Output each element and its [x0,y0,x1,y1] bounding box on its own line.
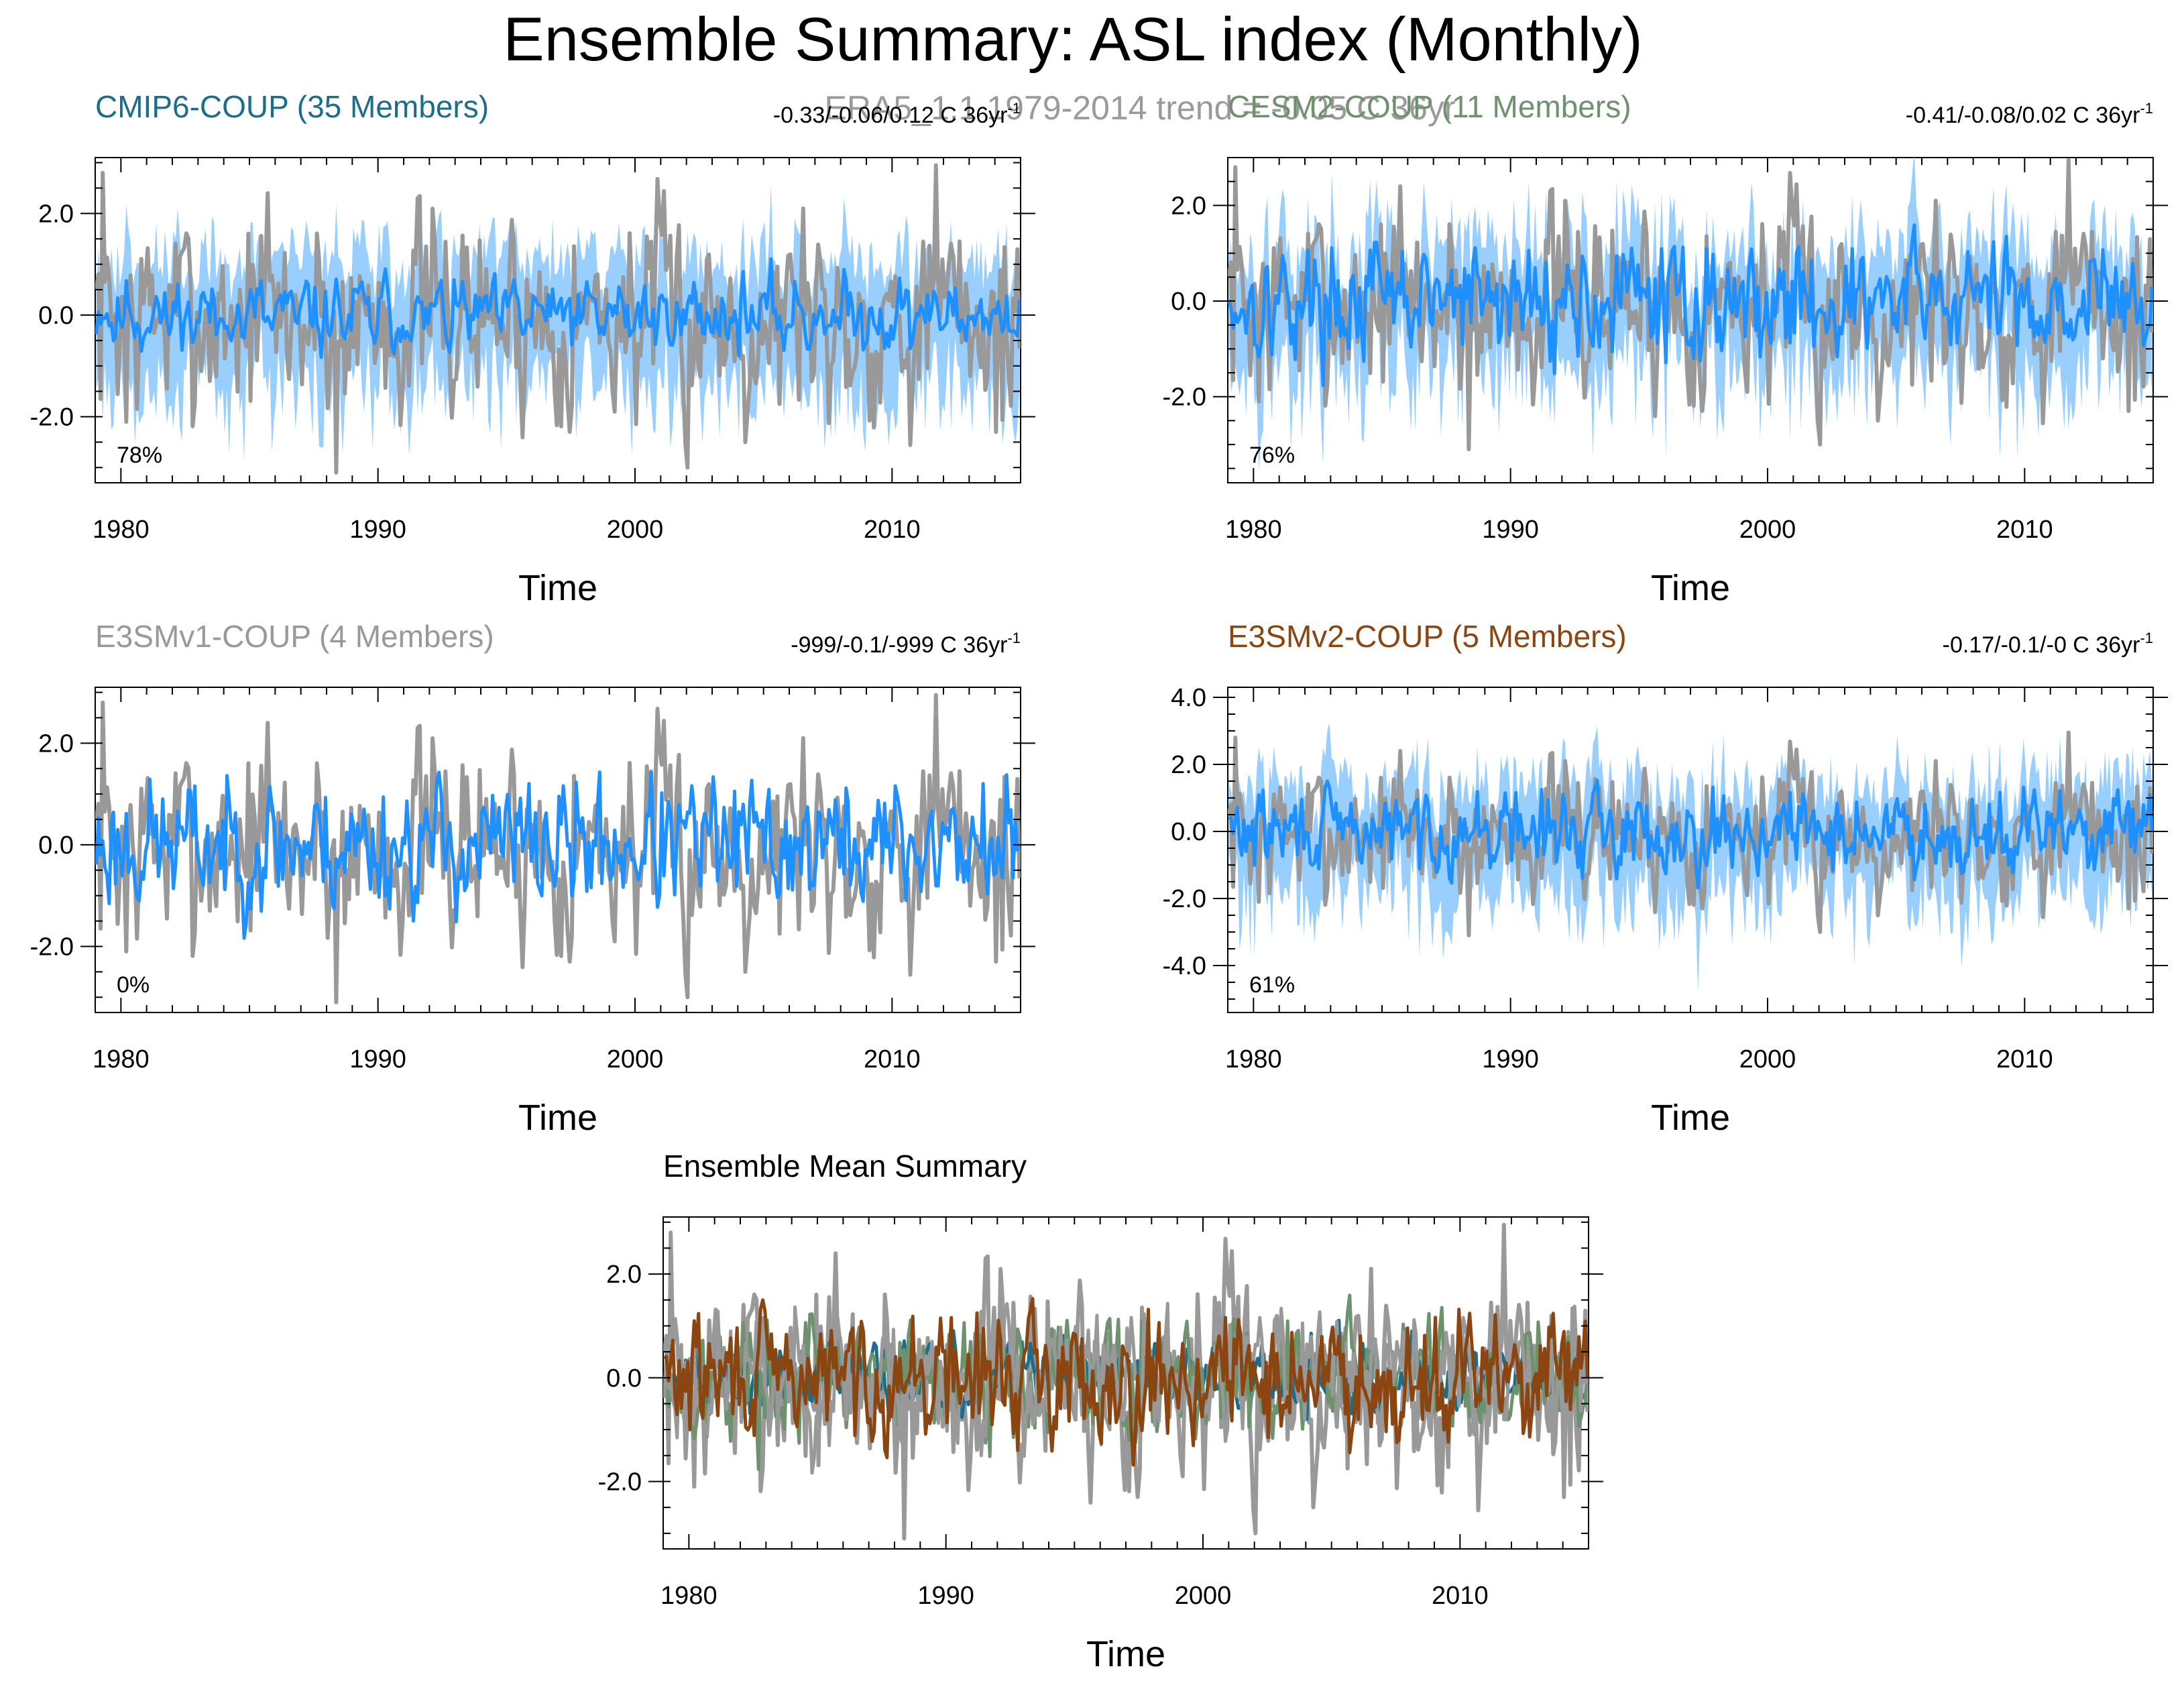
y-tick-label: 0.0 [1171,818,1206,846]
panel-cmip6: CMIP6-COUP (35 Members) -0.33/-0.06/0.12 … [30,89,1035,608]
y-tick-label: 0.0 [1171,288,1206,316]
x-tick-label: 2000 [607,1045,664,1073]
x-tick-label: 1990 [349,1045,406,1073]
x-tick-label: 1990 [1482,1045,1539,1073]
panel-title: CMIP6-COUP (35 Members) [95,89,489,124]
x-axis-label: Time [1651,1098,1730,1138]
percent-label: 61% [1249,972,1295,998]
series-line-e3smv1-coup-mean [663,1301,1589,1475]
plot-area [1228,158,2153,471]
x-tick-label: 2010 [864,516,921,544]
y-tick-label: -2.0 [30,933,74,961]
x-tick-label: 1980 [93,516,150,544]
x-axis-label: Time [1086,1634,1165,1674]
y-tick-label: 0.0 [38,302,74,330]
panel-e3smv1: E3SMv1-COUP (4 Members) -999/-0.1/-999 C … [30,619,1035,1138]
series-observed-line [1228,158,2153,452]
panel-title: CESM2-COUP (11 Members) [1228,89,1631,124]
x-tick-label: 1990 [349,516,406,544]
x-tick-label: 1990 [917,1582,974,1610]
percent-label: 76% [1249,443,1295,468]
reference-trend-overlay: ERA5_1.1 1979-2014 trend = -0.05 C 36yr [825,89,1456,127]
series-line-ensemble-mean [95,770,1021,940]
trend-label: -999/-0.1/-999 C 36yr-1 [791,630,1021,658]
y-tick-label: 2.0 [1171,751,1206,779]
y-tick-label: 2.0 [38,200,74,228]
series-observed-line [95,163,1021,475]
y-tick-label: 2.0 [606,1261,642,1289]
percent-label: 0% [117,972,150,998]
series-spread-band [1228,158,2152,471]
trend-label: -0.33/-0.06/0.12 C 36yr-1 [773,100,1021,128]
x-tick-label: 2000 [607,516,664,544]
plot-area [95,163,1021,475]
y-tick-label: 4.0 [1171,684,1206,712]
x-tick-label: 1980 [660,1582,717,1610]
x-axis-label: Time [518,1098,597,1138]
x-axis-label: Time [1651,568,1730,608]
x-tick-label: 2010 [864,1045,921,1073]
panel-e3smv2: E3SMv2-COUP (5 Members) -0.17/-0.1/-0 C 3… [1163,619,2168,1138]
x-tick-label: 2010 [1996,516,2053,544]
y-tick-label: -2.0 [1163,885,1206,913]
y-tick-label: 2.0 [38,730,74,758]
plot-area [663,1222,1589,1541]
figure-title: Ensemble Summary: ASL index (Monthly) [503,5,1642,74]
x-tick-label: 1980 [1225,516,1282,544]
x-tick-label: 2010 [1996,1045,2053,1073]
trend-label: -0.17/-0.1/-0 C 36yr-1 [1943,630,2153,658]
x-tick-label: 2000 [1175,1582,1232,1610]
panel-title: E3SMv1-COUP (4 Members) [95,619,494,654]
percent-label: 78% [117,443,162,468]
x-axis-label: Time [518,568,597,608]
series-line-ensemble-mean [1228,778,2153,890]
series-line-e3smv2-coup-mean [663,1297,1589,1467]
y-tick-label: -2.0 [598,1468,642,1496]
panel-cesm2: CESM2-COUP (11 Members) -0.41/-0.08/0.02 … [1163,89,2168,608]
panel-mean-summary: Ensemble Mean Summary 1980 1990 2000 2010 2.0… [598,1149,1603,1674]
y-tick-label: -2.0 [1163,384,1206,412]
y-tick-label: 0.0 [38,831,74,860]
series-observed-line [1228,730,2153,937]
x-tick-label: 1990 [1482,516,1539,544]
y-tick-label: -4.0 [1163,952,1206,980]
plot-area [1228,723,2153,992]
x-tick-label: 2000 [1739,516,1796,544]
y-tick-label: -2.0 [30,403,74,431]
trend-label: -0.41/-0.08/0.02 C 36yr-1 [1906,100,2153,128]
y-tick-label: 2.0 [1171,192,1206,220]
panel-title: E3SMv2-COUP (5 Members) [1228,619,1627,654]
series-spread-band [96,184,1020,462]
y-tick-label: 0.0 [606,1365,642,1393]
series-line-ensemble-mean [95,257,1021,359]
x-tick-label: 1980 [1225,1045,1282,1073]
x-tick-label: 2010 [1432,1582,1489,1610]
x-tick-label: 1980 [93,1045,150,1073]
series-line-ensemble-mean [1228,223,2153,388]
x-tick-label: 2000 [1739,1045,1796,1073]
panel-title: Ensemble Mean Summary [663,1149,1027,1183]
plot-area [95,693,1021,1004]
